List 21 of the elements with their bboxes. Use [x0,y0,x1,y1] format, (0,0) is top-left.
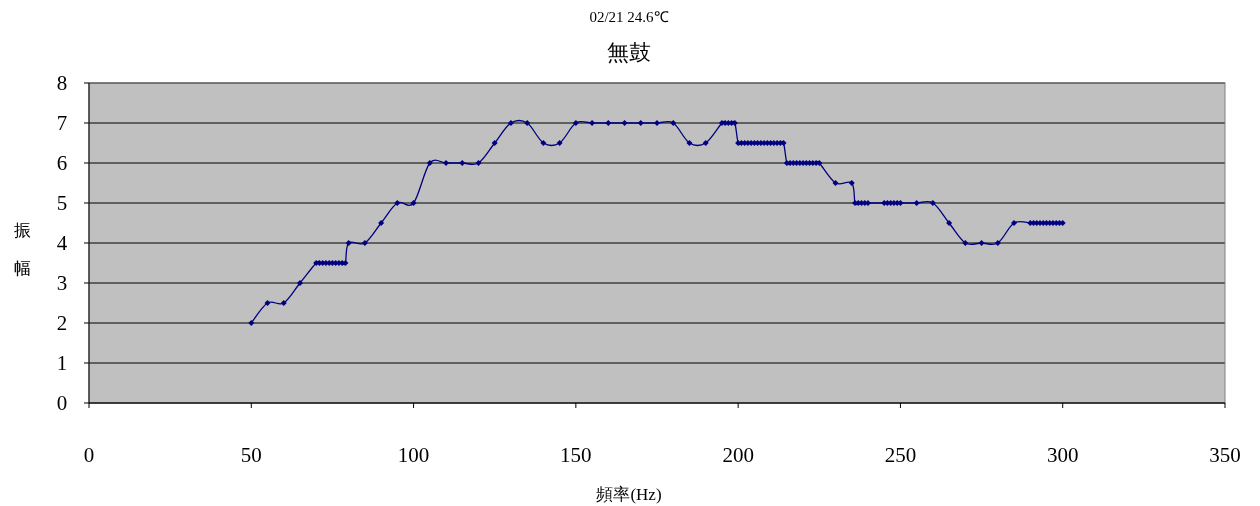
x-tick-label: 0 [83,443,95,467]
x-tick-label: 50 [240,443,262,467]
y-tick-label: 8 [56,71,68,95]
y-tick-label: 0 [56,391,68,415]
y-tick-label: 7 [56,111,68,135]
x-tick-label: 150 [560,443,592,467]
x-tick-label: 200 [722,443,754,467]
y-tick-label: 5 [56,191,68,215]
y-tick-label: 2 [56,311,68,335]
x-tick-label: 100 [397,443,430,467]
chart-subtitle: 無鼓 [607,40,651,65]
chart-title: 02/21 24.6℃ [589,9,669,25]
x-tick-label: 250 [884,443,917,467]
y-axis-title: 振幅 [13,221,31,278]
y-tick-label: 1 [56,351,68,375]
x-tick-label: 300 [1046,443,1079,467]
x-tick-label: 350 [1209,443,1241,467]
x-axis-title: 頻率(Hz) [596,485,662,504]
y-tick-label: 6 [56,151,68,175]
y-tick-label: 4 [56,231,68,255]
y-tick-label: 3 [56,271,68,295]
